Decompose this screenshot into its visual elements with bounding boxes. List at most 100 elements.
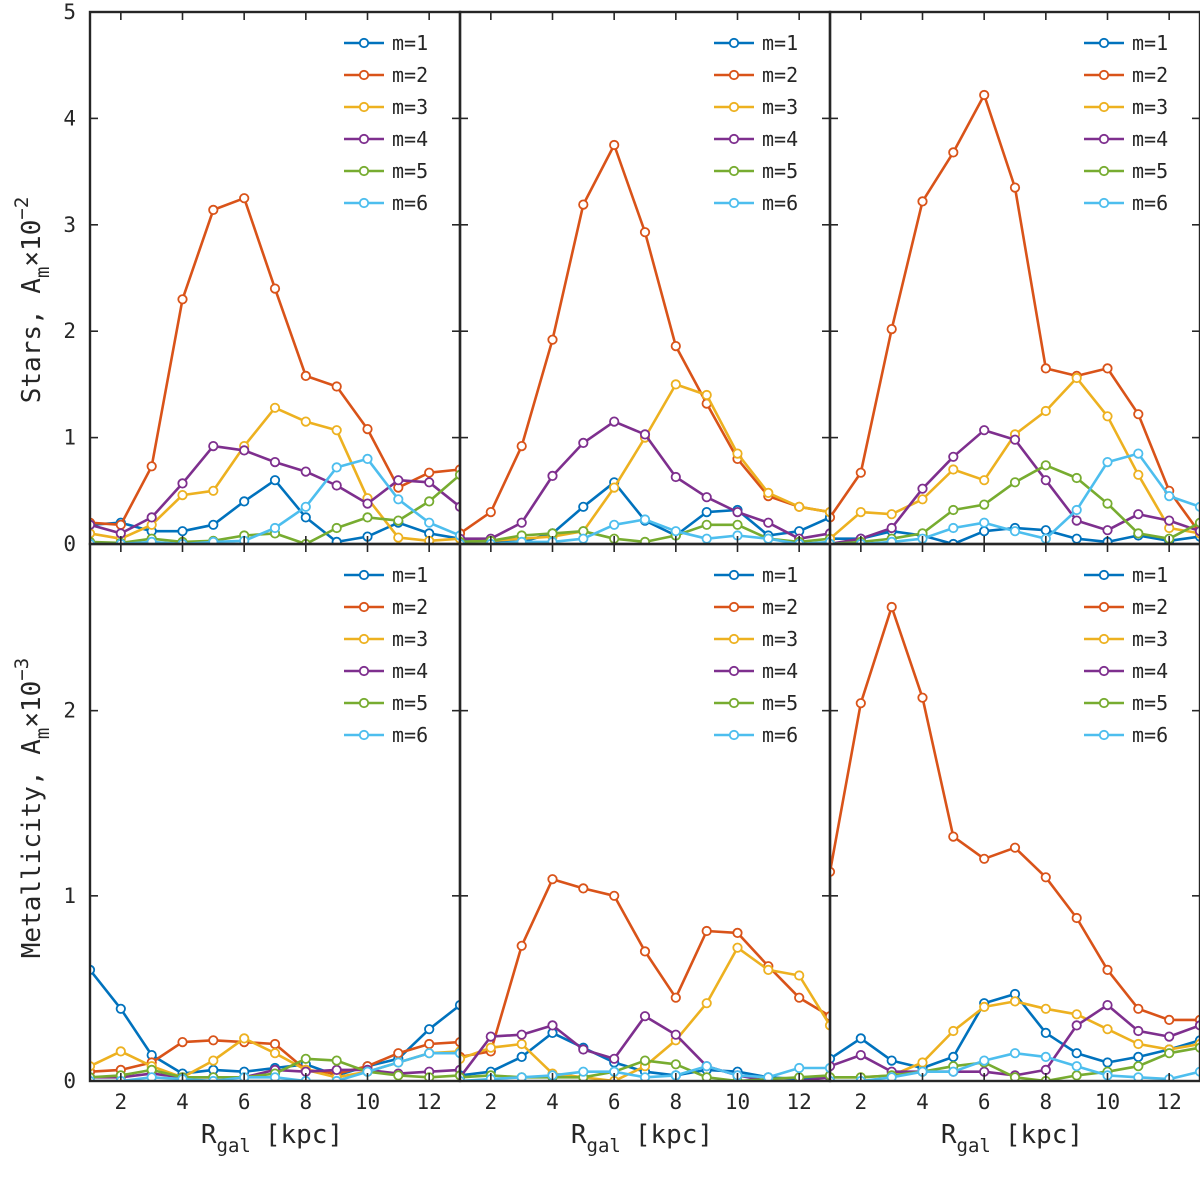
data-point-m=4	[1009, 434, 1021, 445]
data-point-m=5	[1102, 498, 1113, 509]
data-point-m=1	[516, 1051, 527, 1063]
legend-marker-m=6	[1098, 729, 1110, 741]
legend-marker-m=2	[358, 601, 370, 613]
data-point-m=4	[393, 475, 404, 486]
data-point-m=2	[269, 283, 281, 294]
data-point-m=5	[639, 1055, 651, 1066]
legend-marker-m=6	[728, 197, 740, 209]
data-point-m=6	[1133, 1072, 1144, 1081]
data-point-m=3	[239, 1033, 250, 1044]
data-point-m=3	[763, 964, 774, 976]
data-point-m=2	[670, 992, 681, 1003]
data-point-m=2	[146, 461, 157, 472]
data-point-m=2	[855, 467, 866, 478]
data-point-m=6	[1102, 456, 1113, 468]
data-point-m=4	[547, 470, 558, 481]
data-point-m=6	[979, 517, 990, 528]
data-point-m=4	[300, 466, 311, 477]
data-point-m=4	[177, 478, 188, 489]
data-point-m=3	[701, 998, 712, 1009]
x-tick-label: 8	[670, 1090, 683, 1114]
x-tick-label: 8	[300, 1090, 313, 1114]
x-tick-label: 2	[855, 1090, 868, 1114]
data-point-m=4	[979, 425, 990, 436]
legend-label-m=4: m=4	[1132, 127, 1168, 151]
data-point-m=3	[1071, 372, 1082, 384]
data-point-m=4	[609, 416, 620, 427]
x-tick-label: 8	[1040, 1090, 1053, 1114]
axes-frame-bottom-middle	[458, 542, 832, 1083]
data-point-m=6	[300, 501, 311, 512]
data-point-m=2	[948, 831, 959, 842]
ylabel-top-exp: −2	[11, 197, 33, 220]
data-point-m=3	[1009, 996, 1021, 1007]
data-point-m=2	[639, 946, 651, 957]
legend-marker-m=5	[1098, 165, 1110, 177]
data-point-m=6	[331, 462, 342, 473]
y-tick-label: 4	[63, 106, 76, 130]
data-point-m=2	[485, 506, 496, 518]
data-point-m=6	[208, 536, 219, 544]
x-tick-label: 6	[978, 1090, 991, 1114]
legend-bottom-left: m=1 m=2 m=3 m=4 m=5 m=6	[344, 563, 428, 747]
data-point-m=2	[1009, 842, 1021, 853]
legend-label-m=2: m=2	[392, 595, 428, 619]
data-point-m=2	[331, 381, 342, 392]
data-point-m=5	[701, 519, 712, 530]
data-point-m=2	[1040, 872, 1051, 883]
data-point-m=3	[1040, 405, 1051, 417]
data-point-m=1	[177, 526, 188, 537]
data-point-m=2	[670, 340, 681, 352]
data-point-m=2	[177, 1037, 188, 1048]
data-point-m=1	[424, 1024, 435, 1035]
x-tick-label: 10	[1095, 1090, 1120, 1114]
data-point-m=6	[794, 1062, 805, 1074]
data-point-m=4	[855, 1050, 866, 1061]
data-point-m=2	[239, 193, 250, 204]
data-point-m=1	[1133, 1051, 1144, 1063]
data-point-m=6	[146, 1072, 157, 1081]
panel-bottom-middle: 2 4 6 8 10 12 m=1 m=2 m=3 m=4 m=5 m=6	[458, 542, 832, 1114]
legend-label-m=3: m=3	[762, 95, 798, 119]
xlabel-col-2-sub: gal	[587, 1135, 621, 1157]
plot-area-top-left	[90, 193, 460, 544]
xlabel-col-3-sub: gal	[957, 1135, 991, 1157]
data-point-m=4	[1071, 1020, 1082, 1031]
data-point-m=4	[208, 440, 219, 452]
data-point-m=6	[578, 533, 589, 544]
data-point-m=5	[670, 1059, 681, 1070]
panel-top-middle: m=1 m=2 m=3 m=4 m=5 m=6	[458, 10, 832, 546]
data-point-m=6	[763, 1072, 774, 1081]
data-point-m=3	[670, 379, 681, 390]
xlabel-col-1-unit: [kpc]	[265, 1120, 343, 1150]
legend-label-m=1: m=1	[762, 563, 798, 587]
data-point-m=1	[331, 536, 342, 544]
legend-marker-m=6	[358, 197, 370, 209]
data-point-m=4	[424, 477, 435, 488]
legend-label-m=5: m=5	[392, 159, 428, 183]
data-point-m=4	[1102, 525, 1113, 536]
x-tick-label: 4	[916, 1090, 929, 1114]
data-point-m=4	[331, 480, 342, 491]
y-tick-label: 1	[63, 884, 76, 908]
legend-label-m=4: m=4	[392, 127, 428, 151]
data-point-m=4	[146, 512, 157, 523]
data-point-m=4	[578, 1044, 589, 1055]
data-point-m=4	[547, 1020, 558, 1031]
data-point-m=6	[1071, 504, 1082, 516]
x-tick-label: 10	[355, 1090, 380, 1114]
data-point-m=2	[516, 440, 527, 452]
data-point-m=5	[393, 1070, 404, 1081]
y-tick-label: 1	[63, 426, 76, 450]
data-point-m=4	[516, 1029, 527, 1040]
data-point-m=5	[1009, 1072, 1021, 1081]
data-point-m=6	[516, 1072, 527, 1081]
panel-bottom-right: 2 4 6 8 10 12 m=1 m=2 m=3 m=4 m=5 m=6	[828, 542, 1200, 1114]
data-point-m=4	[639, 429, 651, 440]
y-tick-label: 5	[63, 0, 76, 24]
legend-label-m=6: m=6	[1132, 191, 1168, 215]
data-point-m=2	[609, 139, 620, 151]
data-point-m=6	[424, 517, 435, 528]
data-point-m=2	[609, 890, 620, 901]
data-point-m=2	[177, 294, 188, 305]
